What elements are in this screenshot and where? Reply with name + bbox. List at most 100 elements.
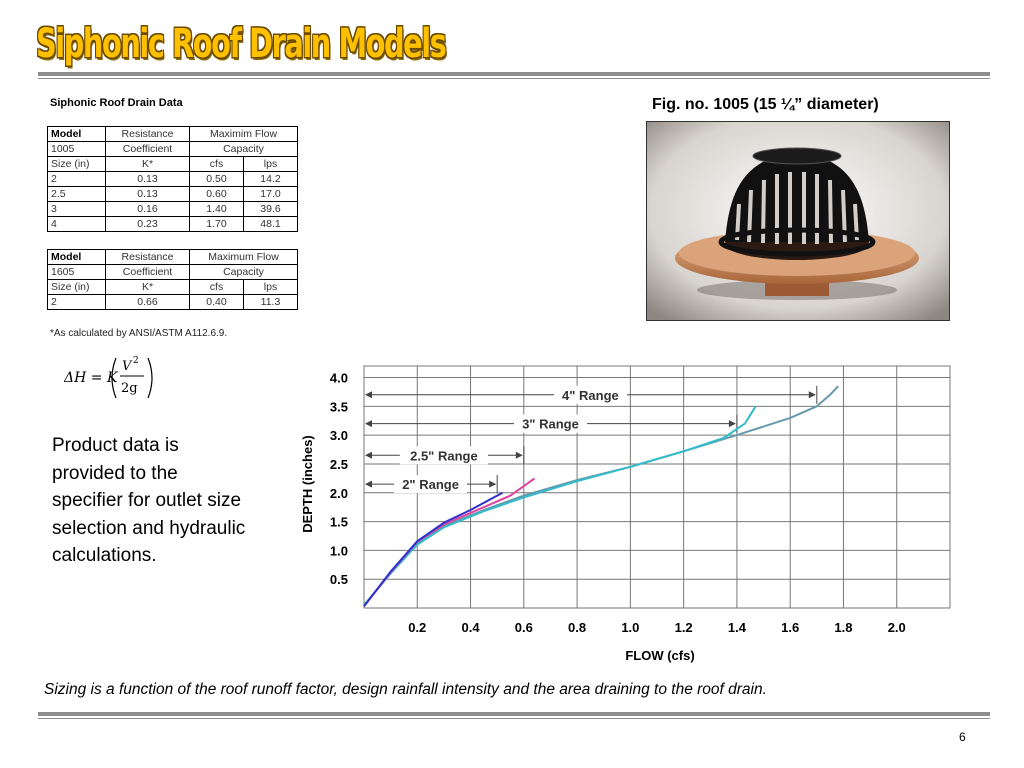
range-arrow-left — [365, 391, 372, 399]
size-cell: 4 — [47, 216, 106, 232]
slide-title: Siphonic Roof Drain Models — [36, 21, 447, 67]
head-loss-equation: ΔH = K V 2 2g — [64, 356, 153, 399]
k-label: K* — [105, 279, 190, 295]
flow-header: Maximim Flow — [189, 126, 298, 142]
series-line — [363, 477, 536, 607]
chart-series — [363, 385, 839, 607]
range-arrow-right — [515, 451, 523, 459]
flow-header-2: Capacity — [189, 141, 298, 157]
model-label: Model — [47, 126, 106, 142]
model-label: Model — [47, 249, 106, 265]
x-tick-label: 1.8 — [834, 620, 852, 635]
cfs-cell: 0.60 — [189, 186, 244, 202]
table-row: 3 0.16 1.40 39.6 — [47, 201, 298, 217]
x-tick-label: 1.2 — [675, 620, 693, 635]
resistance-header-2: Coefficient — [105, 141, 190, 157]
series-line — [363, 385, 839, 606]
k-cell: 0.66 — [105, 294, 190, 310]
lps-cell: 14.2 — [243, 171, 298, 187]
range-label: 2" Range — [402, 477, 459, 492]
x-tick-label: 2.0 — [888, 620, 906, 635]
y-tick-label: 1.5 — [330, 515, 348, 530]
range-label-bg — [514, 414, 587, 433]
x-tick-label: 1.6 — [781, 620, 799, 635]
roof-drain-photo — [646, 121, 950, 321]
bottom-divider — [38, 712, 990, 719]
model-value: 1005 — [47, 141, 106, 157]
table-row: 2 0.66 0.40 11.3 — [47, 294, 298, 310]
series-line — [363, 491, 503, 607]
range-arrow-left — [365, 420, 372, 428]
range-arrow-left — [365, 451, 372, 459]
size-cell: 3 — [47, 201, 106, 217]
equation-right-paren — [147, 357, 153, 399]
y-tick-label: 1.0 — [330, 543, 348, 558]
model-value: 1605 — [47, 264, 106, 280]
resistance-header: Resistance — [105, 126, 190, 142]
footnote: *As calculated by ANSI/ASTM A112.6.9. — [50, 328, 228, 339]
flow-header-2: Capacity — [189, 264, 298, 280]
y-axis-label: DEPTH (inches) — [300, 435, 315, 533]
x-tick-label: 1.0 — [621, 620, 639, 635]
cfs-label: cfs — [189, 279, 244, 295]
lps-label: lps — [243, 279, 298, 295]
range-arrow-left — [365, 480, 372, 488]
range-label: 2.5" Range — [410, 448, 478, 463]
k-cell: 0.16 — [105, 201, 190, 217]
range-label-bg — [554, 385, 627, 404]
y-tick-label: 4.0 — [330, 371, 348, 386]
y-tick-label: 0.5 — [330, 572, 348, 587]
x-tick-label: 0.6 — [515, 620, 533, 635]
k-label: K* — [105, 156, 190, 172]
x-tick-label: 0.8 — [568, 620, 586, 635]
resistance-header-2: Coefficient — [105, 264, 190, 280]
table-row: 2.5 0.13 0.60 17.0 — [47, 186, 298, 202]
bottom-caption: Sizing is a function of the roof runoff … — [44, 681, 767, 698]
flow-header: Maximum Flow — [189, 249, 298, 265]
cfs-cell: 0.50 — [189, 171, 244, 187]
equation-lhs: ΔH = K — [64, 370, 119, 386]
table-model-1005: Model Resistance Maximim Flow 1005 Coeff… — [47, 126, 298, 232]
y-tick-label: 2.0 — [330, 486, 348, 501]
size-cell: 2.5 — [47, 186, 106, 202]
data-heading: Siphonic Roof Drain Data — [50, 97, 183, 109]
chart-ticks: 0.2 0.4 0.6 0.8 1.0 1.2 1.4 1.6 1.8 2.0 0.5 1.0 1.5 2… — [330, 371, 906, 635]
range-arrow-right — [728, 420, 736, 428]
equation-numerator: V — [122, 359, 133, 374]
range-label: 4" Range — [562, 388, 619, 403]
y-tick-label: 2.5 — [330, 457, 348, 472]
equation-denominator: 2g — [121, 381, 138, 396]
chart-grid — [363, 365, 951, 609]
table-model-1605: Model Resistance Maximum Flow 1605 Coeff… — [47, 249, 298, 310]
y-tick-label: 3.0 — [330, 428, 348, 443]
k-cell: 0.13 — [105, 186, 190, 202]
series-line — [363, 405, 757, 606]
body-text: Product data is provided to the specifie… — [52, 435, 246, 566]
size-cell: 2 — [47, 294, 106, 310]
range-label: 3" Range — [522, 417, 579, 432]
equation-exponent: 2 — [133, 356, 139, 366]
cfs-cell: 1.70 — [189, 216, 244, 232]
size-label: Size (in) — [47, 156, 106, 172]
x-tick-label: 0.4 — [462, 620, 481, 635]
y-tick-label: 3.5 — [330, 399, 348, 414]
x-tick-label: 0.2 — [408, 620, 426, 635]
table-row: 4 0.23 1.70 48.1 — [47, 216, 298, 232]
figure-caption: Fig. no. 1005 (15 ¼” diameter) — [652, 96, 879, 113]
lps-label: lps — [243, 156, 298, 172]
k-cell: 0.23 — [105, 216, 190, 232]
lps-cell: 11.3 — [243, 294, 298, 310]
range-label-bg — [399, 446, 488, 465]
cfs-cell: 0.40 — [189, 294, 244, 310]
lps-cell: 39.6 — [243, 201, 298, 217]
range-arrow-right — [489, 480, 497, 488]
range-arrow-right — [808, 391, 816, 399]
range-annotations: 4" Range 3" Range 2.5" Range 2" Range — [365, 385, 818, 494]
x-tick-label: 1.4 — [728, 620, 747, 635]
x-axis-label: FLOW (cfs) — [625, 648, 694, 663]
roof-drain-dome-icon — [647, 122, 949, 320]
size-cell: 2 — [47, 171, 106, 187]
lps-cell: 17.0 — [243, 186, 298, 202]
range-label-bg — [394, 475, 467, 494]
